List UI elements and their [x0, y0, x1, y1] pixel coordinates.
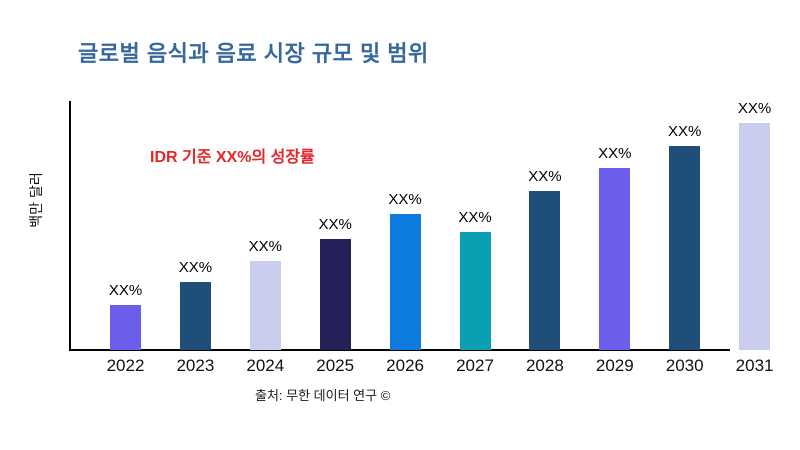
x-tick-label-2023: 2023 [176, 356, 215, 375]
bar-value-label-2028: XX% [528, 168, 562, 185]
bar-value-label-2025: XX% [318, 216, 352, 233]
bar-2024 [249, 261, 281, 350]
y-axis-line [69, 101, 71, 350]
x-tick-label-2030: 2030 [665, 356, 704, 375]
x-tick-label-2029: 2029 [595, 356, 634, 375]
bar-value-label-2023: XX% [178, 259, 213, 276]
bar-2025 [319, 239, 351, 350]
x-tick-label-2028: 2028 [525, 356, 564, 375]
bar-2022 [110, 305, 141, 350]
bar-2030 [669, 146, 701, 350]
bar-value-label-2026: XX% [388, 191, 422, 208]
x-tick-label-2027: 2027 [456, 356, 494, 375]
x-tick-label-2025: 2025 [316, 356, 355, 375]
bar-2023 [179, 282, 211, 350]
x-tick-label-2026: 2026 [386, 356, 424, 375]
bar-value-label-2022: XX% [108, 282, 143, 299]
bar-value-label-2030: XX% [668, 123, 702, 140]
x-tick-label-2022: 2022 [106, 356, 145, 375]
bar-2031 [739, 123, 771, 350]
bar-value-label-2031: XX% [737, 100, 772, 117]
source-caption: 출처: 무한 데이터 연구 © [255, 388, 391, 403]
y-axis-label: 백만 달러 [28, 172, 44, 228]
bar-value-label-2029: XX% [598, 145, 632, 162]
bar-2027 [459, 232, 491, 350]
x-tick-label-2024: 2024 [246, 356, 285, 375]
bar-2026 [389, 214, 421, 350]
x-axis-line [69, 349, 730, 351]
bar-value-label-2024: XX% [248, 238, 282, 255]
bar-value-label-2027: XX% [458, 209, 492, 226]
chart-title: 글로벌 음식과 음료 시장 규모 및 범위 [78, 41, 429, 66]
growth-rate-annotation: IDR 기준 XX%의 성장률 [150, 149, 315, 166]
x-tick-label-2031: 2031 [735, 356, 774, 375]
bar-2029 [599, 168, 631, 350]
bar-2028 [529, 191, 561, 350]
